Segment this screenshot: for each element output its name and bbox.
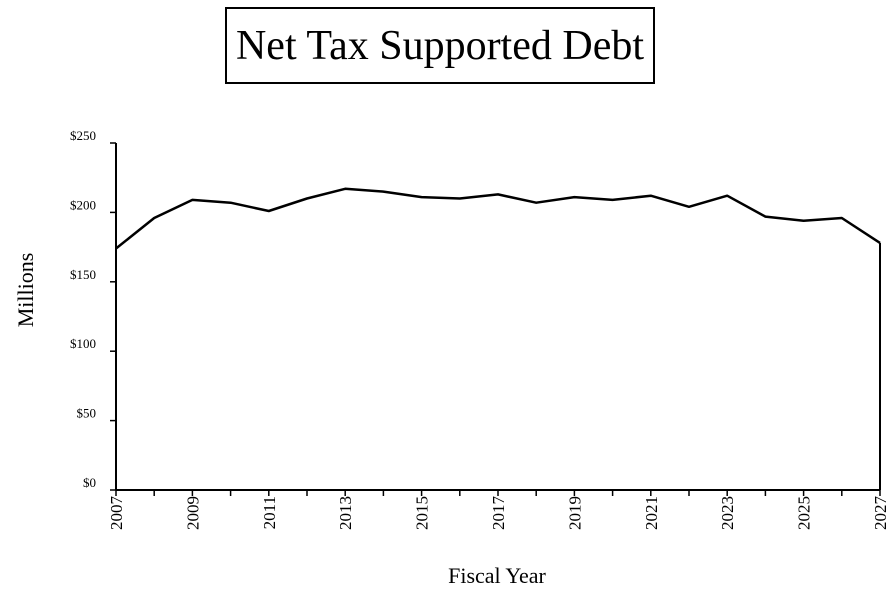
- x-tick-label: 2025: [795, 496, 814, 530]
- chart-title: Net Tax Supported Debt: [225, 7, 655, 84]
- y-tick-label: $50: [77, 406, 97, 421]
- x-tick-label: 2023: [718, 496, 737, 530]
- x-tick-label: 2019: [565, 496, 584, 530]
- x-axis-label: Fiscal Year: [448, 563, 546, 588]
- y-tick-label: $150: [70, 267, 96, 282]
- x-tick-label: 2021: [642, 496, 661, 530]
- y-tick-label: $200: [70, 197, 96, 212]
- y-tick-label: $250: [70, 128, 96, 143]
- x-tick-label: 2027: [871, 496, 890, 531]
- x-tick-label: 2013: [336, 496, 355, 530]
- y-tick-label: $0: [83, 475, 96, 490]
- x-tick-label: 2007: [107, 496, 126, 531]
- x-tick-label: 2015: [413, 496, 432, 530]
- x-tick-label: 2017: [489, 496, 508, 531]
- y-tick-label: $100: [70, 336, 96, 351]
- y-axis-label: Millions: [13, 253, 38, 328]
- x-tick-label: 2011: [260, 496, 279, 529]
- y-axis: $0 $50 $100 $150 $200 $250: [70, 128, 117, 491]
- series-group: [115, 187, 881, 490]
- x-axis: 2007 2009 2011 2013 2015 2017 2019 2021 2023 2025…: [107, 489, 890, 531]
- series-line: [115, 187, 881, 250]
- x-tick-label: 2009: [183, 496, 202, 530]
